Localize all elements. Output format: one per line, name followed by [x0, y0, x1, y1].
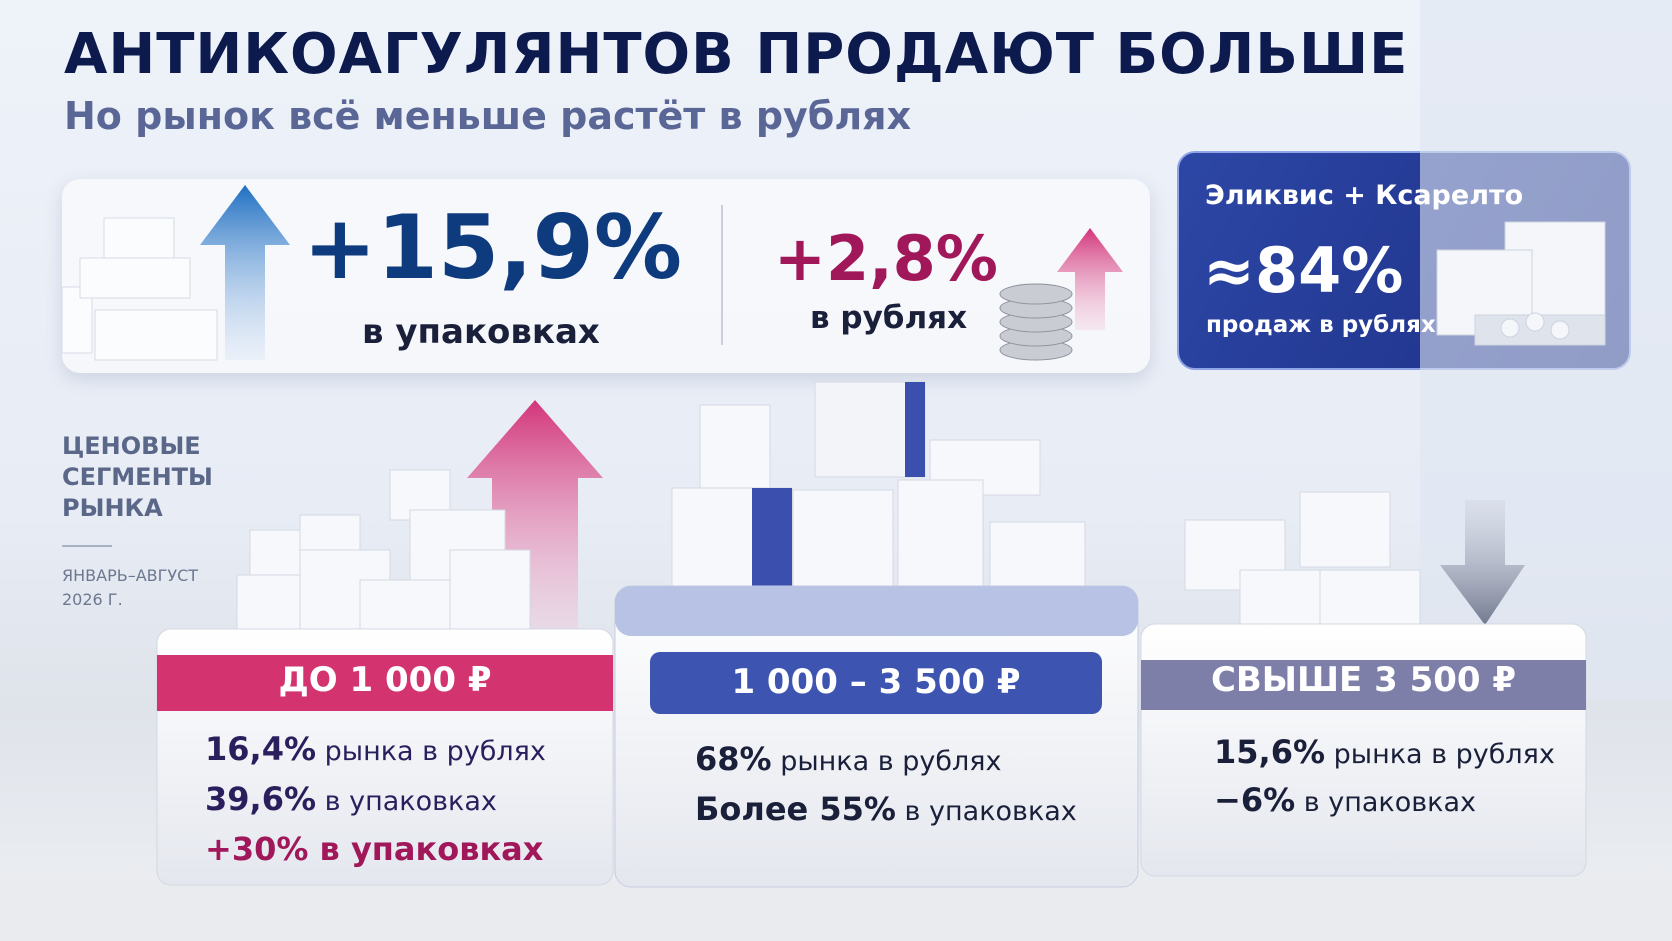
segment-band — [1141, 660, 1586, 710]
stat: Более 55% — [695, 790, 896, 828]
kpi-value: +15,9% — [303, 196, 683, 299]
kpi-label: в рублях — [810, 300, 968, 336]
highlight-label: продаж в рублях — [1206, 312, 1436, 338]
highlight-value: ≈84% — [1203, 234, 1404, 307]
boxes — [236, 381, 1421, 636]
kpi-value: +2,8% — [774, 222, 998, 295]
stat-text: в упаковках — [904, 796, 1077, 827]
down-arrow — [1440, 500, 1525, 625]
segment-label: 1 000 – 3 500 ₽ — [731, 662, 1021, 702]
stat: 15,6% — [1214, 733, 1326, 771]
stat: −6% — [1214, 781, 1296, 819]
side-title: РЫНКА — [62, 494, 163, 522]
stat: 39,6% — [205, 780, 317, 818]
box-accent — [905, 382, 925, 477]
segment-line: 68% рынка в рублях — [695, 740, 1001, 778]
coins-icon — [999, 283, 1073, 361]
segment-line: −6% в упаковках — [1214, 781, 1476, 819]
up-arrow — [200, 185, 290, 360]
stat-text: рынка в рублях — [780, 746, 1002, 777]
period: 2026 Г. — [62, 590, 123, 609]
stat-text: в упаковках — [324, 786, 497, 817]
pack-icon — [1436, 221, 1606, 346]
boxes-icon — [61, 217, 218, 361]
subtitle: Но рынок всё меньше растёт в рублях — [64, 94, 912, 138]
box-accent — [752, 488, 792, 598]
title: АНТИКОАГУЛЯНТОВ ПРОДАЮТ БОЛЬШЕ — [64, 22, 1409, 87]
segment-line: Более 55% в упаковках — [695, 790, 1077, 828]
highlight-title: Эликвис + Ксарелто — [1205, 180, 1524, 211]
up-arrow — [1057, 228, 1123, 330]
segment-line: 16,4% рынка в рублях — [205, 730, 546, 768]
segment-line: 15,6% рынка в рублях — [1214, 733, 1555, 771]
platform-top — [615, 586, 1138, 636]
stat-text: рынка в рублях — [1333, 739, 1555, 770]
segment-label: СВЫШЕ 3 500 ₽ — [1210, 660, 1517, 700]
side-title: СЕГМЕНТЫ — [62, 463, 213, 491]
segment-band — [650, 652, 1102, 714]
stat: 16,4% — [205, 730, 317, 768]
segment-line: 39,6% в упаковках — [205, 780, 497, 818]
stat: 68% — [695, 740, 772, 778]
stat: +30% в упаковках — [205, 830, 544, 868]
period: ЯНВАРЬ–АВГУСТ — [62, 566, 199, 585]
stat-text: рынка в рублях — [324, 736, 546, 767]
segment-band — [157, 655, 613, 711]
kpi-label: в упаковках — [362, 312, 600, 352]
side-title: ЦЕНОВЫЕ — [62, 432, 201, 460]
stat-text: в упаковках — [1303, 787, 1476, 818]
floor — [0, 880, 1672, 941]
segment-label: ДО 1 000 ₽ — [278, 660, 492, 700]
segment-line: +30% в упаковках — [205, 830, 543, 868]
